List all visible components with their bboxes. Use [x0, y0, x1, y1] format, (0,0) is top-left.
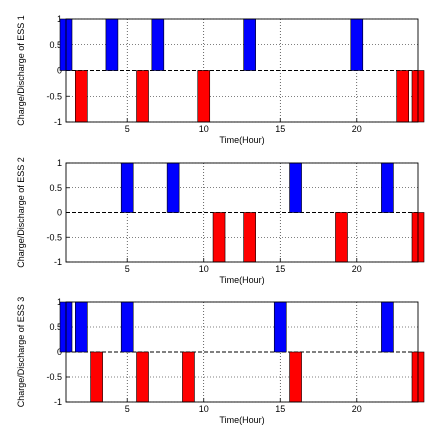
charge-bar-hour-8: [166, 162, 180, 213]
x-tick-label: 15: [275, 404, 285, 414]
y-tick-label: 0.5: [49, 183, 62, 193]
discharge-bar-hour-6: [136, 351, 149, 403]
x-tick-label: 5: [125, 124, 130, 134]
charge-bar-hour-16: [289, 162, 302, 213]
charge-bar-hour-5: [120, 301, 134, 353]
y-tick-label: -1: [54, 397, 62, 407]
discharge-bar-hour-9: [182, 351, 195, 403]
subplot-ess-2: 1 0.5 0 -0.5 -1 5 10 15 20 Time(Hour) Charge/Disch…: [16, 157, 425, 285]
discharge-bar-hour-19: [335, 212, 348, 263]
subplot-ess-3: 1 0.5 0 -0.5 -1 5 10 15 20 Time(Hour) Charge/Disch…: [16, 297, 425, 425]
charge-bar-hour-4: [105, 18, 119, 71]
charge-bar-hour-20: [350, 18, 364, 71]
axes-frame: [65, 301, 419, 403]
discharge-bar-hour-2: [75, 70, 88, 123]
x-tick-label: 20: [352, 124, 362, 134]
x-tick-label: 5: [125, 404, 130, 414]
x-tick-label: 10: [199, 264, 209, 274]
y-axis-label: Charge/Discharge of ESS 1: [16, 15, 26, 126]
y-tick-label: 1: [57, 158, 62, 168]
x-tick-label: 10: [199, 404, 209, 414]
y-tick-label: 0: [57, 66, 62, 76]
axes-frame: [65, 162, 419, 263]
x-tick-label: 20: [352, 264, 362, 274]
y-tick-label: -0.5: [46, 232, 62, 242]
y-tick-label: -1: [54, 257, 62, 267]
charge-bar-hour-7: [151, 18, 165, 71]
x-tick-label: 20: [352, 404, 362, 414]
y-tick-label: -1: [54, 117, 62, 127]
discharge-bar-hour-23: [396, 70, 409, 123]
discharge-bar-hour-10: [197, 70, 211, 123]
y-tick-label: -0.5: [46, 91, 62, 101]
x-tick-label: 5: [125, 264, 130, 274]
x-axis-label: Time(Hour): [219, 415, 264, 425]
x-axis-label: Time(Hour): [219, 275, 264, 285]
x-tick-label: 15: [275, 264, 285, 274]
discharge-bar-hour-3: [90, 351, 103, 403]
x-tick-label: 10: [199, 124, 209, 134]
y-tick-label: 0.5: [49, 40, 62, 50]
axes-frame: [65, 18, 419, 123]
x-axis-label: Time(Hour): [219, 135, 264, 145]
y-tick-label: 0: [57, 347, 62, 357]
y-tick-label: 1: [57, 14, 62, 24]
discharge-bar-hour-13: [243, 212, 256, 263]
y-tick-label: -0.5: [46, 372, 62, 382]
discharge-bar-hour-11: [212, 212, 226, 263]
y-tick-label: 0.5: [49, 322, 62, 332]
discharge-bar-hour-16: [289, 351, 302, 403]
discharge-bar-hour-6: [136, 70, 149, 123]
y-axis-label: Charge/Discharge of ESS 3: [16, 297, 26, 408]
y-tick-label: 1: [57, 297, 62, 307]
y-tick-label: 0: [57, 208, 62, 218]
charge-bar-hour-22: [381, 301, 394, 353]
subplot-ess-1: 1 0.5 0 -0.5 -1 5 10 15 20 Time(Hour) Charge/Disch…: [16, 14, 425, 145]
charge-bar-hour-2: [75, 301, 88, 353]
charge-bar-hour-15: [273, 301, 287, 353]
charge-bar-hour-13: [243, 18, 256, 71]
x-tick-label: 15: [275, 124, 285, 134]
y-axis-label: Charge/Discharge of ESS 2: [16, 157, 26, 268]
charge-bar-hour-5: [120, 162, 134, 213]
charge-bar-hour-22: [381, 162, 394, 213]
